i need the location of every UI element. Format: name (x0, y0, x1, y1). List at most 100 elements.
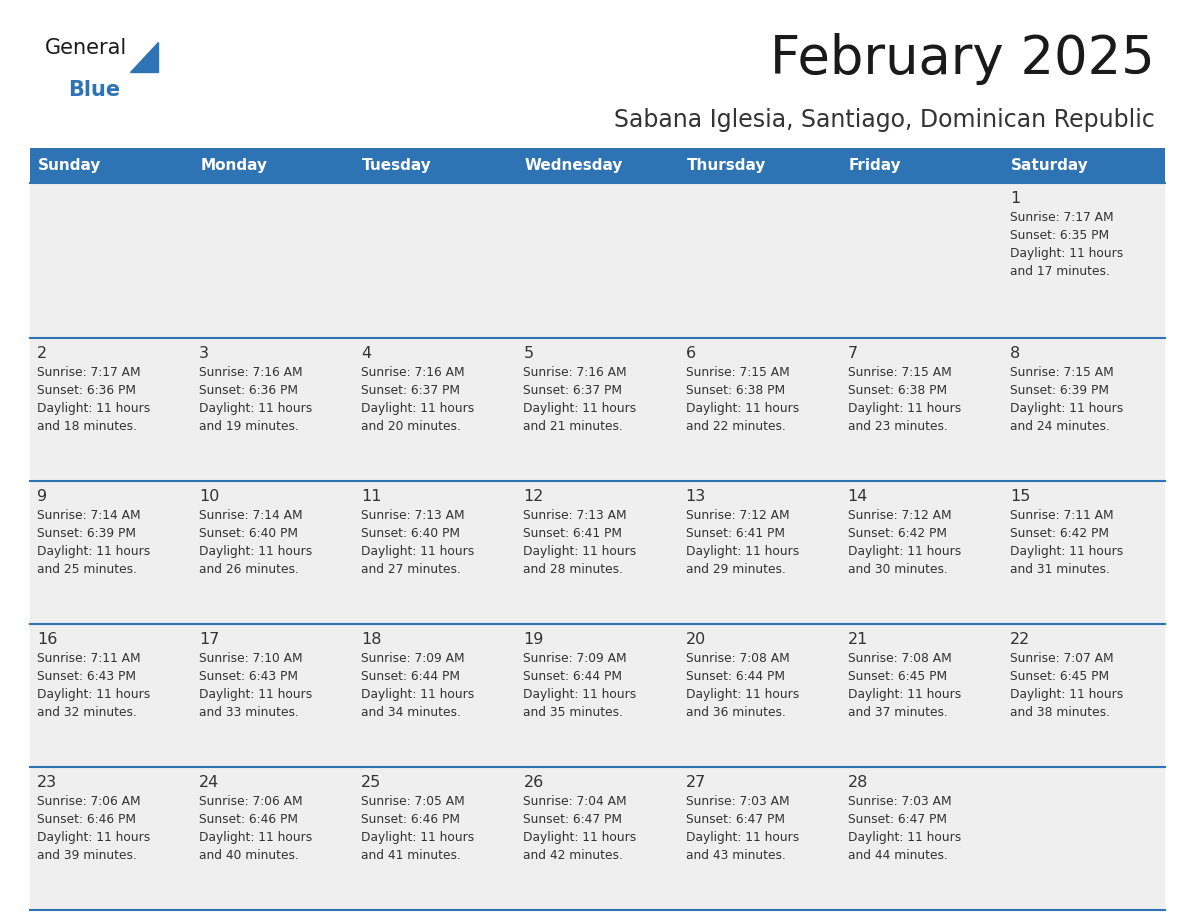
Text: Sabana Iglesia, Santiago, Dominican Republic: Sabana Iglesia, Santiago, Dominican Repu… (614, 108, 1155, 132)
Text: and 36 minutes.: and 36 minutes. (685, 706, 785, 719)
Text: Daylight: 11 hours: Daylight: 11 hours (200, 545, 312, 558)
Text: and 18 minutes.: and 18 minutes. (37, 420, 137, 433)
Bar (192, 624, 354, 767)
Text: and 40 minutes.: and 40 minutes. (200, 849, 299, 862)
Text: Sunset: 6:44 PM: Sunset: 6:44 PM (524, 670, 623, 683)
Text: 13: 13 (685, 489, 706, 504)
Text: and 42 minutes.: and 42 minutes. (524, 849, 624, 862)
Polygon shape (129, 42, 158, 72)
Text: and 34 minutes.: and 34 minutes. (361, 706, 461, 719)
Text: Daylight: 11 hours: Daylight: 11 hours (37, 402, 150, 415)
Text: Sunrise: 7:08 AM: Sunrise: 7:08 AM (848, 652, 952, 665)
Bar (1003, 338, 1165, 481)
Text: and 38 minutes.: and 38 minutes. (1010, 706, 1110, 719)
Text: Daylight: 11 hours: Daylight: 11 hours (1010, 247, 1123, 260)
Text: 5: 5 (524, 346, 533, 361)
Bar (517, 338, 678, 481)
Text: Sunset: 6:45 PM: Sunset: 6:45 PM (848, 670, 947, 683)
Bar (678, 767, 841, 910)
Text: Blue: Blue (68, 80, 120, 100)
Text: Daylight: 11 hours: Daylight: 11 hours (524, 831, 637, 844)
Bar (1003, 183, 1165, 338)
Bar (678, 481, 841, 624)
Text: February 2025: February 2025 (770, 33, 1155, 85)
Text: Sunset: 6:42 PM: Sunset: 6:42 PM (1010, 527, 1108, 540)
Text: Sunset: 6:41 PM: Sunset: 6:41 PM (524, 527, 623, 540)
Text: Sunrise: 7:08 AM: Sunrise: 7:08 AM (685, 652, 789, 665)
Text: Sunset: 6:42 PM: Sunset: 6:42 PM (848, 527, 947, 540)
Text: Sunset: 6:37 PM: Sunset: 6:37 PM (361, 384, 460, 397)
Text: 19: 19 (524, 632, 544, 647)
Text: and 17 minutes.: and 17 minutes. (1010, 265, 1110, 278)
Text: 21: 21 (848, 632, 868, 647)
Bar (30, 767, 192, 910)
Text: Daylight: 11 hours: Daylight: 11 hours (524, 402, 637, 415)
Text: Sunset: 6:36 PM: Sunset: 6:36 PM (200, 384, 298, 397)
Text: Sunrise: 7:03 AM: Sunrise: 7:03 AM (848, 795, 952, 808)
Text: 22: 22 (1010, 632, 1030, 647)
Text: Sunset: 6:39 PM: Sunset: 6:39 PM (1010, 384, 1108, 397)
Bar (841, 338, 1003, 481)
Text: 2: 2 (37, 346, 48, 361)
Text: Sunrise: 7:13 AM: Sunrise: 7:13 AM (361, 509, 465, 522)
Text: Sunrise: 7:16 AM: Sunrise: 7:16 AM (200, 366, 303, 379)
Bar (841, 767, 1003, 910)
Text: and 20 minutes.: and 20 minutes. (361, 420, 461, 433)
Text: Daylight: 11 hours: Daylight: 11 hours (685, 688, 798, 701)
Text: Sunset: 6:36 PM: Sunset: 6:36 PM (37, 384, 135, 397)
Text: Sunset: 6:47 PM: Sunset: 6:47 PM (524, 813, 623, 826)
Text: Daylight: 11 hours: Daylight: 11 hours (361, 688, 474, 701)
Bar (192, 481, 354, 624)
Bar (354, 767, 517, 910)
Text: Sunset: 6:46 PM: Sunset: 6:46 PM (200, 813, 298, 826)
Text: Sunset: 6:47 PM: Sunset: 6:47 PM (848, 813, 947, 826)
Bar (354, 338, 517, 481)
Bar (354, 183, 517, 338)
Text: and 25 minutes.: and 25 minutes. (37, 563, 137, 576)
Text: Sunday: Sunday (38, 158, 101, 173)
Text: Daylight: 11 hours: Daylight: 11 hours (848, 831, 961, 844)
Text: Friday: Friday (848, 158, 902, 173)
Text: 9: 9 (37, 489, 48, 504)
Bar (1003, 481, 1165, 624)
Text: Sunset: 6:40 PM: Sunset: 6:40 PM (200, 527, 298, 540)
Text: and 35 minutes.: and 35 minutes. (524, 706, 624, 719)
Text: Daylight: 11 hours: Daylight: 11 hours (37, 545, 150, 558)
Text: Sunrise: 7:16 AM: Sunrise: 7:16 AM (361, 366, 465, 379)
Text: Thursday: Thursday (687, 158, 766, 173)
Text: Monday: Monday (200, 158, 267, 173)
Text: Wednesday: Wednesday (524, 158, 623, 173)
Bar (30, 148, 1165, 183)
Bar (354, 624, 517, 767)
Text: and 29 minutes.: and 29 minutes. (685, 563, 785, 576)
Text: Daylight: 11 hours: Daylight: 11 hours (37, 688, 150, 701)
Text: Sunrise: 7:06 AM: Sunrise: 7:06 AM (37, 795, 140, 808)
Text: 10: 10 (200, 489, 220, 504)
Text: Daylight: 11 hours: Daylight: 11 hours (361, 545, 474, 558)
Bar (30, 338, 192, 481)
Text: Sunset: 6:43 PM: Sunset: 6:43 PM (37, 670, 135, 683)
Text: Daylight: 11 hours: Daylight: 11 hours (685, 545, 798, 558)
Text: Daylight: 11 hours: Daylight: 11 hours (1010, 688, 1123, 701)
Text: 16: 16 (37, 632, 57, 647)
Text: 25: 25 (361, 775, 381, 790)
Text: Sunrise: 7:05 AM: Sunrise: 7:05 AM (361, 795, 465, 808)
Text: Daylight: 11 hours: Daylight: 11 hours (524, 688, 637, 701)
Text: Sunset: 6:38 PM: Sunset: 6:38 PM (685, 384, 785, 397)
Text: 28: 28 (848, 775, 868, 790)
Text: 26: 26 (524, 775, 544, 790)
Text: 14: 14 (848, 489, 868, 504)
Bar (517, 767, 678, 910)
Text: Sunrise: 7:13 AM: Sunrise: 7:13 AM (524, 509, 627, 522)
Text: Sunrise: 7:12 AM: Sunrise: 7:12 AM (848, 509, 952, 522)
Text: 18: 18 (361, 632, 381, 647)
Text: 20: 20 (685, 632, 706, 647)
Text: Daylight: 11 hours: Daylight: 11 hours (200, 402, 312, 415)
Text: Daylight: 11 hours: Daylight: 11 hours (848, 402, 961, 415)
Bar (678, 624, 841, 767)
Text: Sunset: 6:38 PM: Sunset: 6:38 PM (848, 384, 947, 397)
Text: Daylight: 11 hours: Daylight: 11 hours (1010, 545, 1123, 558)
Text: Sunrise: 7:15 AM: Sunrise: 7:15 AM (848, 366, 952, 379)
Text: Sunrise: 7:14 AM: Sunrise: 7:14 AM (200, 509, 303, 522)
Text: Daylight: 11 hours: Daylight: 11 hours (200, 688, 312, 701)
